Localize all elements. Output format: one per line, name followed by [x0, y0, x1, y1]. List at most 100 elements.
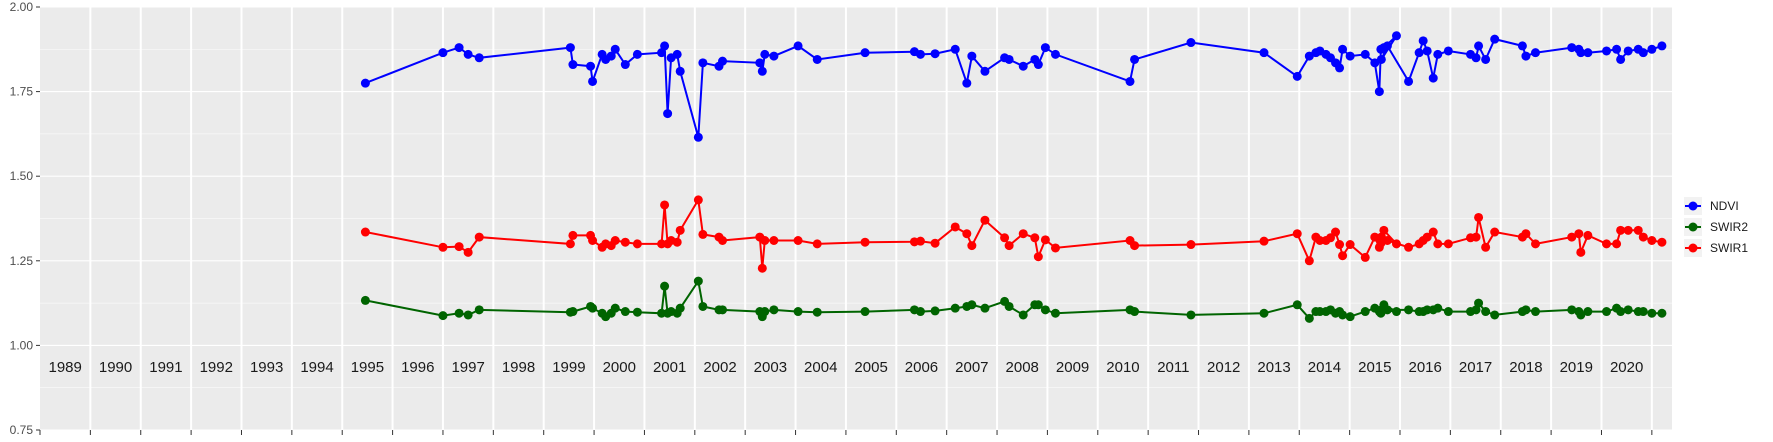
data-point-swir1 [698, 229, 708, 239]
data-point-ndvi [1647, 44, 1657, 54]
data-point-swir1 [1335, 240, 1345, 250]
data-point-swir2 [1186, 310, 1196, 320]
data-point-ndvi [1414, 48, 1424, 58]
series-swir1 [360, 195, 1667, 273]
legend-label-ndvi: NDVI [1710, 199, 1739, 213]
data-point-swir2 [1018, 310, 1028, 320]
x-tick-label: 2004 [804, 359, 837, 376]
x-tick-label: 2001 [653, 359, 686, 376]
data-point-ndvi [1530, 48, 1540, 58]
data-point-swir1 [693, 195, 703, 205]
data-point-swir2 [454, 308, 464, 318]
data-point-swir1 [769, 235, 779, 245]
data-point-ndvi [757, 66, 767, 76]
data-point-swir2 [1292, 300, 1302, 310]
data-point-ndvi [568, 60, 578, 70]
data-point-swir2 [1657, 308, 1667, 318]
x-tick-label: 2003 [754, 359, 787, 376]
x-tick-label: 2017 [1459, 359, 1492, 376]
data-point-ndvi [1292, 71, 1302, 81]
x-tick-label: 2013 [1257, 359, 1290, 376]
data-point-swir2 [610, 303, 620, 313]
data-point-swir2 [1623, 305, 1633, 315]
data-point-swir2 [1304, 313, 1314, 323]
data-point-ndvi [1376, 54, 1386, 64]
data-point-ndvi [1259, 48, 1269, 58]
data-point-ndvi [980, 66, 990, 76]
data-point-swir1 [438, 242, 448, 252]
data-point-ndvi [1374, 87, 1384, 97]
data-point-ndvi [1583, 48, 1593, 58]
x-tick-label: 2018 [1509, 359, 1542, 376]
data-point-swir2 [675, 303, 685, 313]
data-point-swir1 [860, 237, 870, 247]
data-point-ndvi [620, 60, 630, 70]
data-point-swir1 [1616, 225, 1626, 235]
x-tick-label: 2012 [1207, 359, 1240, 376]
data-point-swir2 [793, 307, 803, 317]
data-point-swir2 [1404, 305, 1414, 315]
data-point-swir1 [620, 237, 630, 247]
data-point-swir1 [1050, 243, 1060, 253]
data-point-ndvi [1391, 31, 1401, 41]
data-point-swir2 [1567, 305, 1577, 315]
x-tick-label: 1990 [99, 359, 132, 376]
data-point-swir2 [660, 281, 670, 291]
data-point-ndvi [1418, 36, 1428, 46]
data-point-ndvi [632, 49, 642, 59]
data-point-swir1 [980, 215, 990, 225]
x-tick-label: 2006 [905, 359, 938, 376]
data-point-swir1 [660, 200, 670, 210]
data-point-swir2 [693, 276, 703, 286]
x-tick-label: 2002 [703, 359, 736, 376]
data-point-ndvi [718, 56, 728, 66]
data-point-swir2 [698, 301, 708, 311]
data-point-ndvi [474, 53, 484, 63]
data-point-swir1 [793, 235, 803, 245]
data-point-swir2 [1474, 298, 1484, 308]
data-point-ndvi [1338, 44, 1348, 54]
data-point-swir1 [1018, 229, 1028, 239]
data-point-ndvi [610, 44, 620, 54]
y-tick-label: 0.75 [10, 423, 34, 437]
x-tick-label: 2005 [854, 359, 887, 376]
data-point-swir1 [1647, 235, 1657, 245]
data-point-ndvi [1521, 51, 1531, 61]
axes: 0.75 1.00 1.25 1.50 1.75 2.00 1989 1990 1991 1992… [10, 0, 1653, 437]
data-point-ndvi [769, 51, 779, 61]
x-tick-label: 1994 [300, 359, 333, 376]
data-point-ndvi [1404, 76, 1414, 86]
data-point-ndvi [1130, 54, 1140, 64]
data-point-ndvi [463, 49, 473, 59]
data-point-swir1 [1382, 235, 1392, 245]
data-point-swir1 [1370, 232, 1380, 242]
data-point-swir1 [930, 238, 940, 248]
data-point-swir1 [1033, 252, 1043, 262]
data-point-swir2 [860, 307, 870, 317]
data-point-swir2 [950, 303, 960, 313]
data-point-swir2 [718, 305, 728, 315]
data-point-swir1 [1530, 239, 1540, 249]
data-point-swir2 [1443, 307, 1453, 317]
data-point-ndvi [1018, 61, 1028, 71]
data-point-ndvi [962, 78, 972, 88]
data-point-swir1 [1443, 239, 1453, 249]
x-tick-label: 1995 [351, 359, 384, 376]
data-point-swir1 [1130, 241, 1140, 251]
data-point-ndvi [1033, 60, 1043, 70]
data-point-ndvi [1433, 49, 1443, 59]
x-tick-label: 2008 [1006, 359, 1039, 376]
data-point-swir2 [1050, 308, 1060, 318]
data-point-swir2 [930, 306, 940, 316]
data-point-swir2 [915, 307, 925, 317]
data-point-swir1 [967, 241, 977, 251]
x-tick-label: 2009 [1056, 359, 1089, 376]
data-point-ndvi [454, 43, 464, 53]
data-point-ndvi [1490, 34, 1500, 44]
data-point-swir1 [1331, 227, 1341, 237]
legend-key-marker [1688, 222, 1698, 232]
data-point-swir2 [360, 295, 370, 305]
data-point-swir1 [1612, 239, 1622, 249]
data-point-ndvi [1623, 46, 1633, 56]
data-point-ndvi [1471, 53, 1481, 63]
